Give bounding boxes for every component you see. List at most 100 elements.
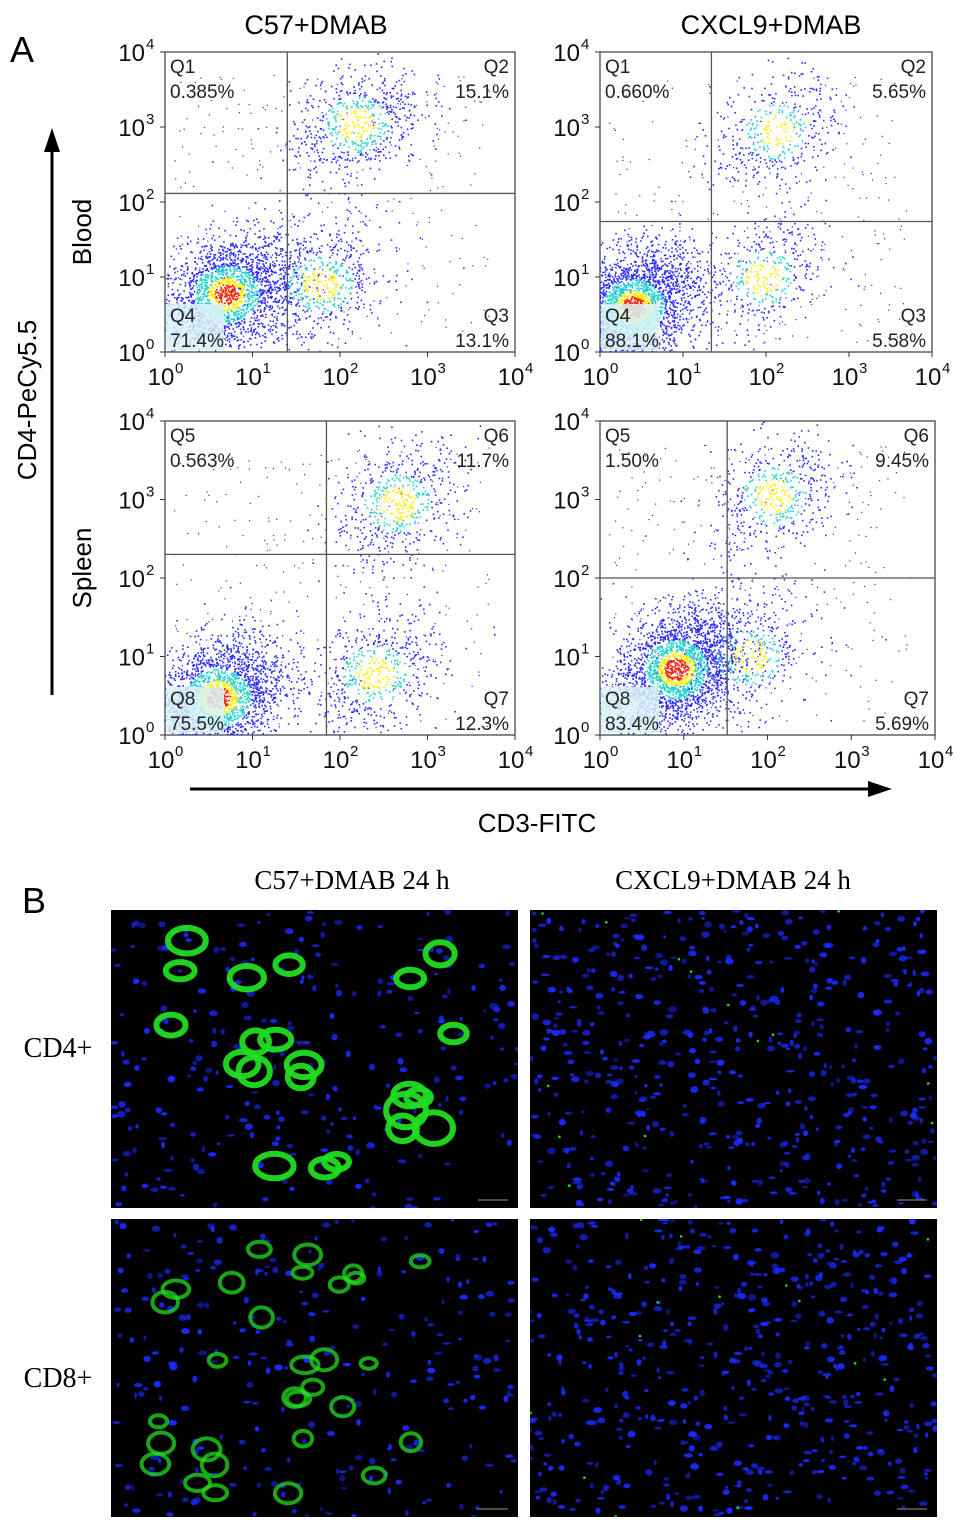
event-dot — [406, 96, 409, 99]
event-dot — [382, 101, 385, 103]
event-dot — [363, 129, 366, 132]
event-dot — [267, 237, 270, 239]
event-dot — [360, 153, 362, 156]
event-dot — [538, 312, 540, 314]
event-dot — [669, 272, 671, 275]
event-dot — [344, 259, 346, 262]
event-dot — [196, 289, 199, 291]
event-dot — [669, 274, 672, 277]
event-dot — [285, 254, 287, 257]
event-dot — [672, 339, 674, 342]
event-dot — [197, 257, 200, 260]
event-dot — [620, 349, 623, 352]
event-dot — [232, 283, 235, 286]
event-dot — [673, 274, 675, 276]
event-dot — [251, 331, 254, 334]
event-dot — [333, 293, 335, 296]
event-dot — [402, 101, 404, 103]
event-dot — [442, 186, 444, 188]
event-dot — [305, 241, 307, 243]
event-dot — [642, 353, 644, 355]
event-dot — [372, 128, 375, 130]
event-dot — [293, 268, 295, 271]
event-dot — [660, 287, 662, 289]
event-dot — [221, 273, 223, 275]
event-dot — [337, 155, 340, 158]
event-dot — [187, 296, 190, 298]
x-tick-label: 10 — [235, 364, 262, 391]
event-dot — [205, 256, 207, 259]
event-dot — [483, 256, 485, 259]
event-dot — [263, 265, 266, 268]
event-dot — [273, 235, 275, 238]
event-dot — [437, 187, 439, 189]
event-dot — [205, 282, 208, 284]
event-dot — [289, 104, 291, 106]
event-dot — [215, 297, 217, 299]
event-dot — [600, 264, 601, 266]
event-dot — [237, 294, 240, 296]
event-dot — [311, 247, 313, 250]
event-dot — [290, 256, 292, 258]
event-dot — [412, 127, 414, 129]
event-dot — [254, 243, 256, 245]
event-dot — [597, 332, 599, 334]
event-dot — [673, 285, 675, 288]
event-dot — [657, 297, 660, 299]
event-dot — [186, 242, 189, 244]
event-dot — [232, 220, 234, 222]
event-dot — [391, 127, 393, 129]
event-dot — [222, 258, 224, 261]
event-dot — [347, 198, 350, 201]
event-dot — [254, 271, 257, 274]
event-dot — [391, 108, 393, 111]
event-dot — [264, 285, 266, 287]
event-dot — [361, 100, 364, 102]
event-dot — [259, 269, 261, 271]
event-dot — [194, 81, 196, 83]
event-dot — [687, 295, 689, 298]
event-dot — [240, 251, 242, 253]
event-dot — [287, 243, 290, 246]
event-dot — [224, 277, 227, 279]
event-dot — [631, 368, 633, 370]
event-dot — [206, 273, 208, 276]
event-dot — [331, 134, 333, 137]
event-dot — [557, 309, 559, 311]
event-dot — [389, 104, 392, 107]
event-dot — [354, 148, 357, 151]
event-dot — [199, 286, 201, 288]
event-dot — [376, 250, 378, 252]
event-dot — [231, 334, 233, 336]
event-dot — [217, 301, 219, 303]
event-dot — [627, 233, 629, 236]
event-dot — [692, 345, 694, 348]
event-dot — [288, 267, 291, 270]
event-dot — [644, 287, 647, 290]
event-dot — [745, 261, 747, 264]
event-dot — [234, 306, 236, 309]
event-dot — [295, 156, 298, 158]
event-dot — [576, 303, 578, 305]
event-dot — [651, 250, 653, 253]
event-dot — [306, 78, 309, 81]
event-dot — [333, 271, 336, 273]
event-dot — [294, 223, 296, 226]
event-dot — [303, 119, 306, 121]
event-dot — [235, 148, 237, 151]
event-dot — [295, 294, 298, 296]
event-dot — [598, 321, 600, 323]
event-dot — [179, 353, 181, 355]
event-dot — [245, 265, 248, 268]
event-dot — [232, 273, 235, 275]
event-dot — [287, 268, 289, 270]
event-dot — [350, 249, 352, 251]
event-dot — [241, 266, 244, 268]
event-dot — [321, 230, 324, 232]
event-dot — [235, 307, 237, 309]
event-dot — [615, 291, 617, 293]
event-dot — [202, 268, 204, 270]
event-dot — [147, 326, 149, 328]
event-dot — [239, 344, 241, 346]
event-dot — [341, 309, 343, 312]
